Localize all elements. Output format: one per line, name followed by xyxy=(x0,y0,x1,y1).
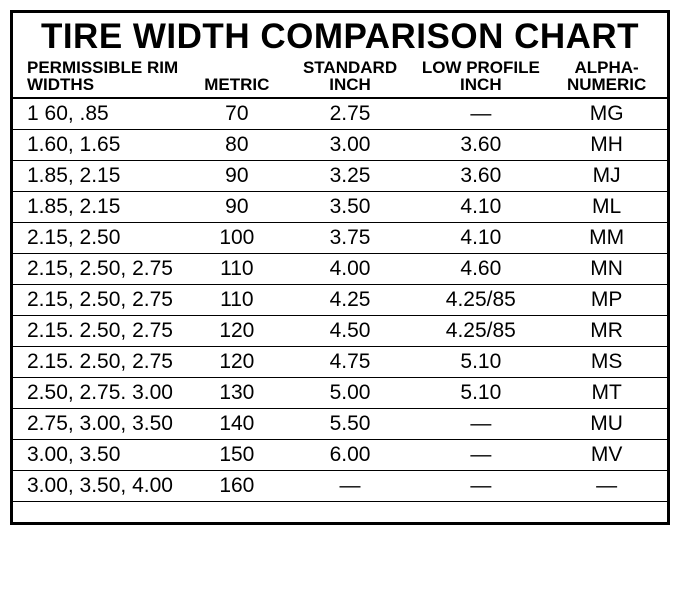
cell-metric: 80 xyxy=(189,130,285,161)
cell-std: 3.50 xyxy=(285,192,416,223)
cell-alpha: ML xyxy=(546,192,667,223)
cell-rim: 2.50, 2.75. 3.00 xyxy=(13,378,189,409)
cell-rim: 2.15, 2.50 xyxy=(13,223,189,254)
cell-alpha: MM xyxy=(546,223,667,254)
cell-low: 4.25/85 xyxy=(415,285,546,316)
cell-low: — xyxy=(415,471,546,502)
cell-alpha: MS xyxy=(546,347,667,378)
header-row: PERMISSIBLE RIMWIDTHS METRIC STANDARDINC… xyxy=(13,59,667,98)
cell-low: 4.60 xyxy=(415,254,546,285)
cell-low: — xyxy=(415,440,546,471)
cell-std: 4.25 xyxy=(285,285,416,316)
cell-metric: 140 xyxy=(189,409,285,440)
cell-rim: 2.75, 3.00, 3.50 xyxy=(13,409,189,440)
cell-rim: 1.85, 2.15 xyxy=(13,192,189,223)
cell-metric: 110 xyxy=(189,285,285,316)
cell-rim: 3.00, 3.50 xyxy=(13,440,189,471)
col-std: STANDARDINCH xyxy=(285,59,416,98)
cell-alpha: MU xyxy=(546,409,667,440)
cell-rim: 2.15, 2.50, 2.75 xyxy=(13,254,189,285)
comparison-table: PERMISSIBLE RIMWIDTHS METRIC STANDARDINC… xyxy=(13,59,667,502)
cell-low: 5.10 xyxy=(415,347,546,378)
cell-rim: 3.00, 3.50, 4.00 xyxy=(13,471,189,502)
cell-alpha: MP xyxy=(546,285,667,316)
table-row: 1 60, .85702.75—MG xyxy=(13,98,667,130)
table-row: 2.75, 3.00, 3.501405.50—MU xyxy=(13,409,667,440)
tire-chart: TIRE WIDTH COMPARISON CHART PERMISSIBLE … xyxy=(10,10,670,525)
cell-low: — xyxy=(415,409,546,440)
table-body: 1 60, .85702.75—MG1.60, 1.65803.003.60MH… xyxy=(13,98,667,502)
col-metric: METRIC xyxy=(189,59,285,98)
table-row: 2.15. 2.50, 2.751204.755.10MS xyxy=(13,347,667,378)
cell-low: 4.10 xyxy=(415,192,546,223)
cell-std: 6.00 xyxy=(285,440,416,471)
cell-metric: 100 xyxy=(189,223,285,254)
cell-metric: 120 xyxy=(189,347,285,378)
cell-low: 3.60 xyxy=(415,161,546,192)
table-row: 1.85, 2.15903.253.60MJ xyxy=(13,161,667,192)
table-row: 2.15, 2.50, 2.751104.254.25/85MP xyxy=(13,285,667,316)
cell-low: 4.25/85 xyxy=(415,316,546,347)
cell-metric: 130 xyxy=(189,378,285,409)
cell-metric: 70 xyxy=(189,98,285,130)
cell-low: 3.60 xyxy=(415,130,546,161)
cell-alpha: MV xyxy=(546,440,667,471)
table-row: 2.50, 2.75. 3.001305.005.10MT xyxy=(13,378,667,409)
cell-std: 4.00 xyxy=(285,254,416,285)
cell-rim: 2.15. 2.50, 2.75 xyxy=(13,316,189,347)
cell-std: 5.00 xyxy=(285,378,416,409)
cell-metric: 150 xyxy=(189,440,285,471)
cell-rim: 1.85, 2.15 xyxy=(13,161,189,192)
col-alpha: ALPHA-NUMERIC xyxy=(546,59,667,98)
cell-alpha: MH xyxy=(546,130,667,161)
cell-std: 4.50 xyxy=(285,316,416,347)
cell-metric: 120 xyxy=(189,316,285,347)
cell-std: 2.75 xyxy=(285,98,416,130)
col-low: LOW PROFILEINCH xyxy=(415,59,546,98)
table-row: 2.15. 2.50, 2.751204.504.25/85MR xyxy=(13,316,667,347)
cell-rim: 2.15. 2.50, 2.75 xyxy=(13,347,189,378)
cell-rim: 1 60, .85 xyxy=(13,98,189,130)
cell-std: 4.75 xyxy=(285,347,416,378)
cell-std: — xyxy=(285,471,416,502)
cell-metric: 90 xyxy=(189,161,285,192)
cell-std: 3.00 xyxy=(285,130,416,161)
cell-std: 3.25 xyxy=(285,161,416,192)
cell-alpha: MG xyxy=(546,98,667,130)
cell-metric: 110 xyxy=(189,254,285,285)
cell-alpha: MT xyxy=(546,378,667,409)
table-row: 3.00, 3.501506.00—MV xyxy=(13,440,667,471)
cell-alpha: — xyxy=(546,471,667,502)
cell-rim: 1.60, 1.65 xyxy=(13,130,189,161)
cell-alpha: MR xyxy=(546,316,667,347)
cell-metric: 90 xyxy=(189,192,285,223)
table-row: 3.00, 3.50, 4.00160——— xyxy=(13,471,667,502)
cell-alpha: MJ xyxy=(546,161,667,192)
cell-rim: 2.15, 2.50, 2.75 xyxy=(13,285,189,316)
table-row: 1.85, 2.15903.504.10ML xyxy=(13,192,667,223)
col-rim: PERMISSIBLE RIMWIDTHS xyxy=(13,59,189,98)
cell-low: 4.10 xyxy=(415,223,546,254)
cell-metric: 160 xyxy=(189,471,285,502)
cell-low: — xyxy=(415,98,546,130)
table-row: 2.15, 2.501003.754.10MM xyxy=(13,223,667,254)
cell-alpha: MN xyxy=(546,254,667,285)
cell-low: 5.10 xyxy=(415,378,546,409)
table-row: 1.60, 1.65803.003.60MH xyxy=(13,130,667,161)
chart-title: TIRE WIDTH COMPARISON CHART xyxy=(13,17,667,57)
cell-std: 3.75 xyxy=(285,223,416,254)
cell-std: 5.50 xyxy=(285,409,416,440)
table-row: 2.15, 2.50, 2.751104.004.60MN xyxy=(13,254,667,285)
